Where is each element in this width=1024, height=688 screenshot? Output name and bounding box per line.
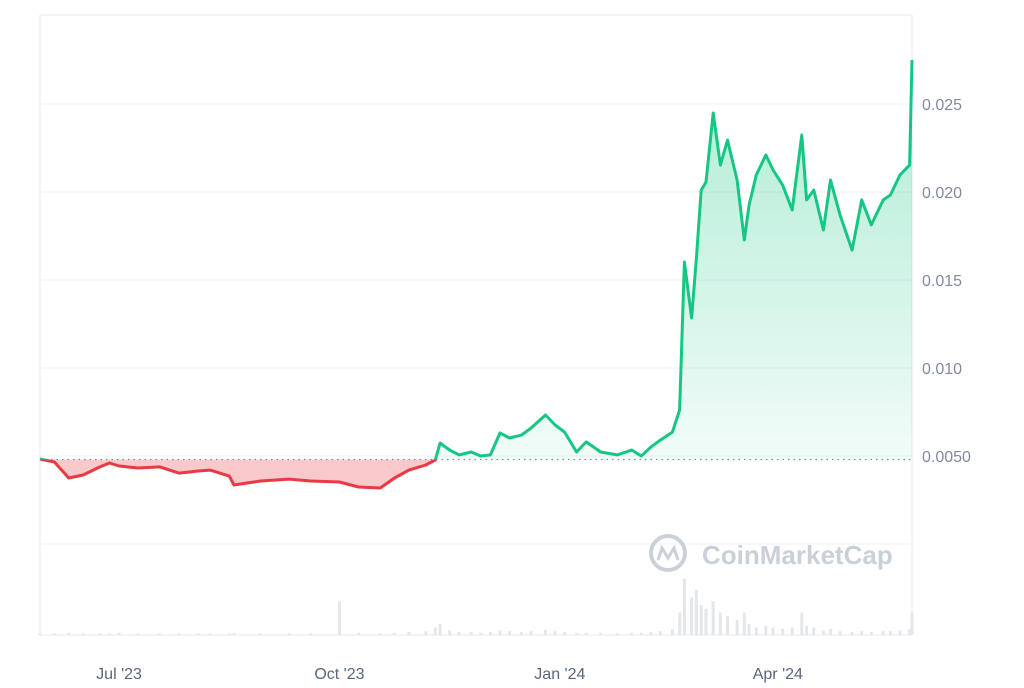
volume-bar	[338, 601, 341, 635]
volume-bar	[82, 634, 85, 636]
volume-bar	[508, 631, 511, 635]
volume-bar	[755, 628, 758, 636]
volume-bar	[434, 628, 437, 636]
volume-bar	[393, 633, 396, 635]
volume-bar	[118, 633, 121, 635]
area-above-baseline	[40, 60, 912, 488]
x-tick-label: Oct '23	[314, 666, 364, 683]
volume-bar	[899, 631, 902, 636]
x-tick-label: Jul '23	[96, 666, 142, 683]
volume-bar	[259, 634, 262, 636]
volume-bar	[448, 631, 451, 636]
volume-bar	[585, 633, 588, 635]
watermark-logo: CoinMarketCap	[651, 536, 893, 570]
volume-bar	[407, 632, 410, 635]
volume-bar	[829, 629, 832, 635]
volume-bar	[177, 634, 180, 636]
volume-bar	[575, 633, 578, 635]
volume-bar	[736, 620, 739, 635]
volume-bar	[158, 634, 161, 636]
y-tick-label: 0.010	[922, 361, 962, 378]
volume-bar	[379, 634, 382, 636]
volume-bar	[458, 632, 461, 635]
volume-bar	[53, 634, 56, 636]
volume-bar	[822, 631, 825, 636]
volume-bar	[712, 601, 715, 635]
volume-bar	[882, 631, 885, 635]
y-tick-label: 0.0050	[922, 449, 971, 466]
volume-bar	[489, 632, 492, 635]
volume-bar	[671, 629, 674, 635]
volume-bar	[357, 633, 360, 635]
volume-bar	[839, 631, 842, 635]
y-axis: 0.0050 0.010 0.015 0.020 0.025	[922, 97, 971, 466]
volume-bar	[690, 598, 693, 636]
y-tick-label: 0.020	[922, 185, 962, 202]
volume-bar	[39, 634, 42, 636]
y-tick-label: 0.015	[922, 273, 962, 290]
volume-bar	[599, 633, 602, 635]
volume-bar	[309, 634, 312, 636]
volume-bar	[640, 633, 643, 635]
volume-bar	[683, 579, 686, 635]
volume-bar	[530, 631, 533, 635]
volume-bar	[288, 634, 291, 636]
volume-bar	[870, 632, 873, 635]
volume-bar	[649, 632, 652, 635]
x-axis: Jul '23 Oct '23 Jan '24 Apr '24	[96, 666, 803, 683]
volume-bar	[233, 633, 236, 635]
volume-bar	[209, 634, 212, 636]
volume-bar	[678, 613, 681, 636]
volume-bar	[748, 624, 751, 635]
volume-bar	[424, 631, 427, 635]
volume-bar	[98, 634, 101, 636]
volume-bar	[439, 624, 442, 635]
volume-bar	[781, 629, 784, 635]
volume-bar	[889, 631, 892, 635]
volume-bar	[108, 634, 111, 636]
volume-bar	[791, 628, 794, 636]
volume-bar	[764, 626, 767, 635]
volume-bar	[554, 631, 557, 635]
volume-bars	[39, 579, 914, 635]
volume-bar	[616, 634, 619, 636]
x-tick-label: Apr '24	[753, 666, 803, 683]
volume-bar	[563, 632, 566, 635]
volume-bar	[851, 632, 854, 635]
volume-bar	[700, 605, 703, 635]
volume-bar	[67, 633, 70, 635]
volume-bar	[197, 634, 200, 636]
volume-bar	[659, 631, 662, 635]
volume-bar	[726, 616, 729, 635]
volume-bar	[470, 632, 473, 635]
volume-bar	[137, 634, 140, 636]
x-tick-label: Jan '24	[534, 666, 585, 683]
volume-bar	[479, 633, 482, 635]
volume-bar	[520, 632, 523, 635]
y-tick-label: 0.025	[922, 97, 962, 114]
volume-bar	[544, 630, 547, 635]
volume-bar	[805, 626, 808, 635]
volume-bar	[772, 628, 775, 636]
volume-bar	[812, 628, 815, 636]
volume-bar	[704, 609, 707, 635]
volume-bar	[498, 631, 501, 636]
volume-bar	[695, 590, 698, 635]
volume-bar	[719, 613, 722, 636]
volume-bar	[743, 613, 746, 636]
volume-bar	[228, 634, 231, 636]
volume-bar	[911, 613, 914, 636]
volume-bar	[630, 633, 633, 635]
volume-bar	[860, 631, 863, 635]
watermark-text: CoinMarketCap	[702, 540, 893, 570]
volume-bar	[800, 613, 803, 636]
